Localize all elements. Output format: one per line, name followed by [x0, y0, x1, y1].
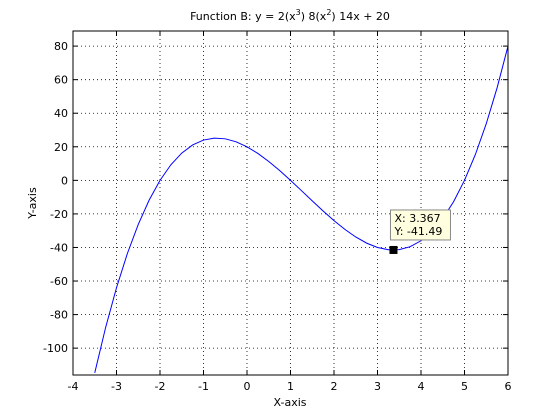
y-tick-label: -20 — [50, 208, 68, 221]
title-superscript: 3 — [296, 8, 301, 17]
datatip-label: X: 3.367 — [394, 212, 440, 225]
x-tick-label: 2 — [331, 380, 338, 393]
title-text: ) 14x + 20 — [331, 10, 390, 23]
y-tick-label: 40 — [54, 107, 68, 120]
y-tick-label: -100 — [43, 342, 68, 355]
chart-title: Function B: y = 2(x3) 8(x2) 14x + 20 — [190, 8, 390, 23]
x-axis-label: X-axis — [274, 396, 307, 409]
y-tick-label: -80 — [50, 309, 68, 322]
axes-box — [72, 30, 509, 376]
title-text: ) 8(x — [301, 10, 327, 23]
datatip-label: Y: -41.49 — [393, 225, 442, 238]
datatip-marker — [389, 245, 398, 254]
title-superscript: 2 — [326, 8, 331, 17]
y-tick-label: -60 — [50, 275, 68, 288]
x-tick-label: 3 — [374, 380, 381, 393]
y-tick-label: -40 — [50, 241, 68, 254]
x-tick-label: 1 — [287, 380, 294, 393]
x-tick-label: 6 — [505, 380, 512, 393]
title-text: Function B: y = 2(x — [190, 10, 296, 23]
x-tick-label: -1 — [198, 380, 209, 393]
x-tick-label: -3 — [111, 380, 122, 393]
datatip-box — [389, 209, 451, 241]
plot-layer: -4 -3 -2 -1 0 1 2 3 4 5 6 -100 -80 -60 -40 -20 0 20 40 60 80… — [43, 30, 512, 393]
x-tick-label: 5 — [461, 380, 468, 393]
x-tick-label: -2 — [155, 380, 166, 393]
y-tick-label: 60 — [54, 74, 68, 87]
x-tick-label: 0 — [244, 380, 251, 393]
y-tick-label: 0 — [61, 174, 68, 187]
y-tick-label: 20 — [54, 141, 68, 154]
y-tick-label: 80 — [54, 40, 68, 53]
x-tick-label: 4 — [418, 380, 425, 393]
x-tick-label: -4 — [68, 380, 79, 393]
y-axis-label: Y-axis — [26, 187, 39, 220]
